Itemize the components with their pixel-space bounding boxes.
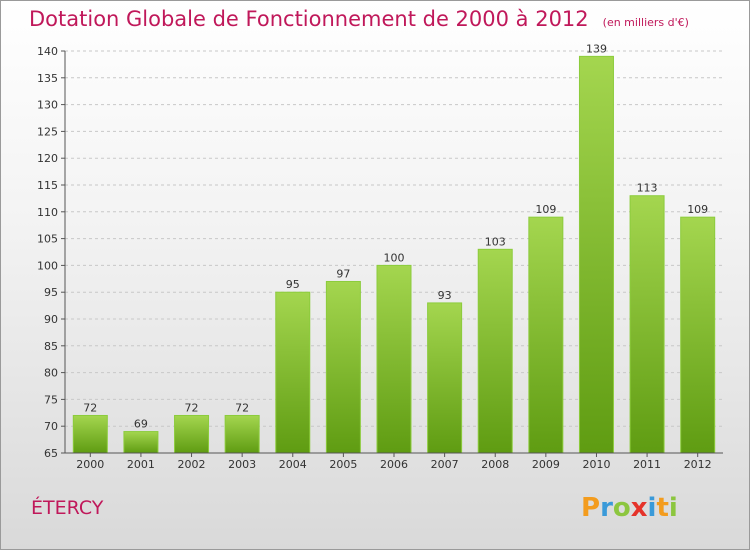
- y-tick-label: 95: [44, 286, 58, 299]
- svg-text:Proxiti: Proxiti: [581, 493, 678, 523]
- value-label-2004: 95: [286, 278, 300, 291]
- value-label-2011: 113: [637, 182, 658, 195]
- bar-2000: [72, 414, 108, 454]
- x-tick-label-2002: 2002: [178, 458, 206, 471]
- bar-2003: [224, 414, 260, 454]
- proxiti-logo: Proxiti: [581, 493, 678, 523]
- value-label-2007: 93: [438, 289, 452, 302]
- bar-2012: [680, 216, 716, 454]
- y-tick-label: 75: [44, 393, 58, 406]
- x-tick-label-2001: 2001: [127, 458, 155, 471]
- bar-2008: [477, 248, 513, 454]
- y-tick-label: 135: [37, 72, 58, 85]
- y-tick-label: 80: [44, 367, 58, 380]
- y-tick-label: 115: [37, 179, 58, 192]
- chart-title: Dotation Globale de Fonctionnement de 20…: [29, 7, 689, 31]
- x-tick-label-2003: 2003: [228, 458, 256, 471]
- x-tick-label-2009: 2009: [532, 458, 560, 471]
- y-tick-label: 85: [44, 340, 58, 353]
- bar-2005: [325, 280, 361, 454]
- x-tick-label-2011: 2011: [633, 458, 661, 471]
- x-tick-label-2000: 2000: [76, 458, 104, 471]
- value-label-2005: 97: [336, 267, 350, 280]
- bar-2004: [275, 291, 311, 454]
- x-tick-label-2008: 2008: [481, 458, 509, 471]
- chart-title-text: Dotation Globale de Fonctionnement de 20…: [29, 7, 589, 31]
- x-tick-label-2005: 2005: [329, 458, 357, 471]
- y-tick-label: 65: [44, 447, 58, 460]
- bar-2009: [528, 216, 564, 454]
- bar-2010: [578, 55, 614, 454]
- bars: 72 69 72 72 95 97 100 93 103 109 139 113 109: [72, 42, 716, 454]
- x-tick-label-2004: 2004: [279, 458, 307, 471]
- value-label-2008: 103: [485, 235, 506, 248]
- y-tick-label: 140: [37, 45, 58, 58]
- y-tick-label: 120: [37, 152, 58, 165]
- y-tick-label: 105: [37, 233, 58, 246]
- commune-name: ÉTERCY: [31, 497, 104, 519]
- y-tick-label: 70: [44, 420, 58, 433]
- value-label-2010: 139: [586, 42, 607, 55]
- bar-2006: [376, 264, 412, 454]
- bar-2011: [629, 195, 665, 454]
- x-tick-label-2006: 2006: [380, 458, 408, 471]
- x-tick-label-2012: 2012: [684, 458, 712, 471]
- value-label-2003: 72: [235, 401, 249, 414]
- x-tick-label-2010: 2010: [582, 458, 610, 471]
- y-tick-label: 100: [37, 259, 58, 272]
- axes: 65 70 75 80 85 90 95 100 105 110 115 120 125 130 135 14…: [37, 45, 723, 471]
- bar-2002: [174, 414, 210, 454]
- value-label-2001: 69: [134, 418, 148, 431]
- bar-2001: [123, 431, 159, 454]
- value-label-2012: 109: [687, 203, 708, 216]
- value-label-2002: 72: [185, 401, 199, 414]
- chart-unit: (en milliers d'€): [602, 16, 689, 29]
- y-tick-label: 130: [37, 99, 58, 112]
- y-tick-label: 90: [44, 313, 58, 326]
- value-label-2009: 109: [535, 203, 556, 216]
- bar-2007: [427, 302, 463, 454]
- value-label-2000: 72: [83, 401, 97, 414]
- y-tick-label: 110: [37, 206, 58, 219]
- x-tick-label-2007: 2007: [431, 458, 459, 471]
- value-label-2006: 100: [384, 251, 405, 264]
- y-tick-label: 125: [37, 125, 58, 138]
